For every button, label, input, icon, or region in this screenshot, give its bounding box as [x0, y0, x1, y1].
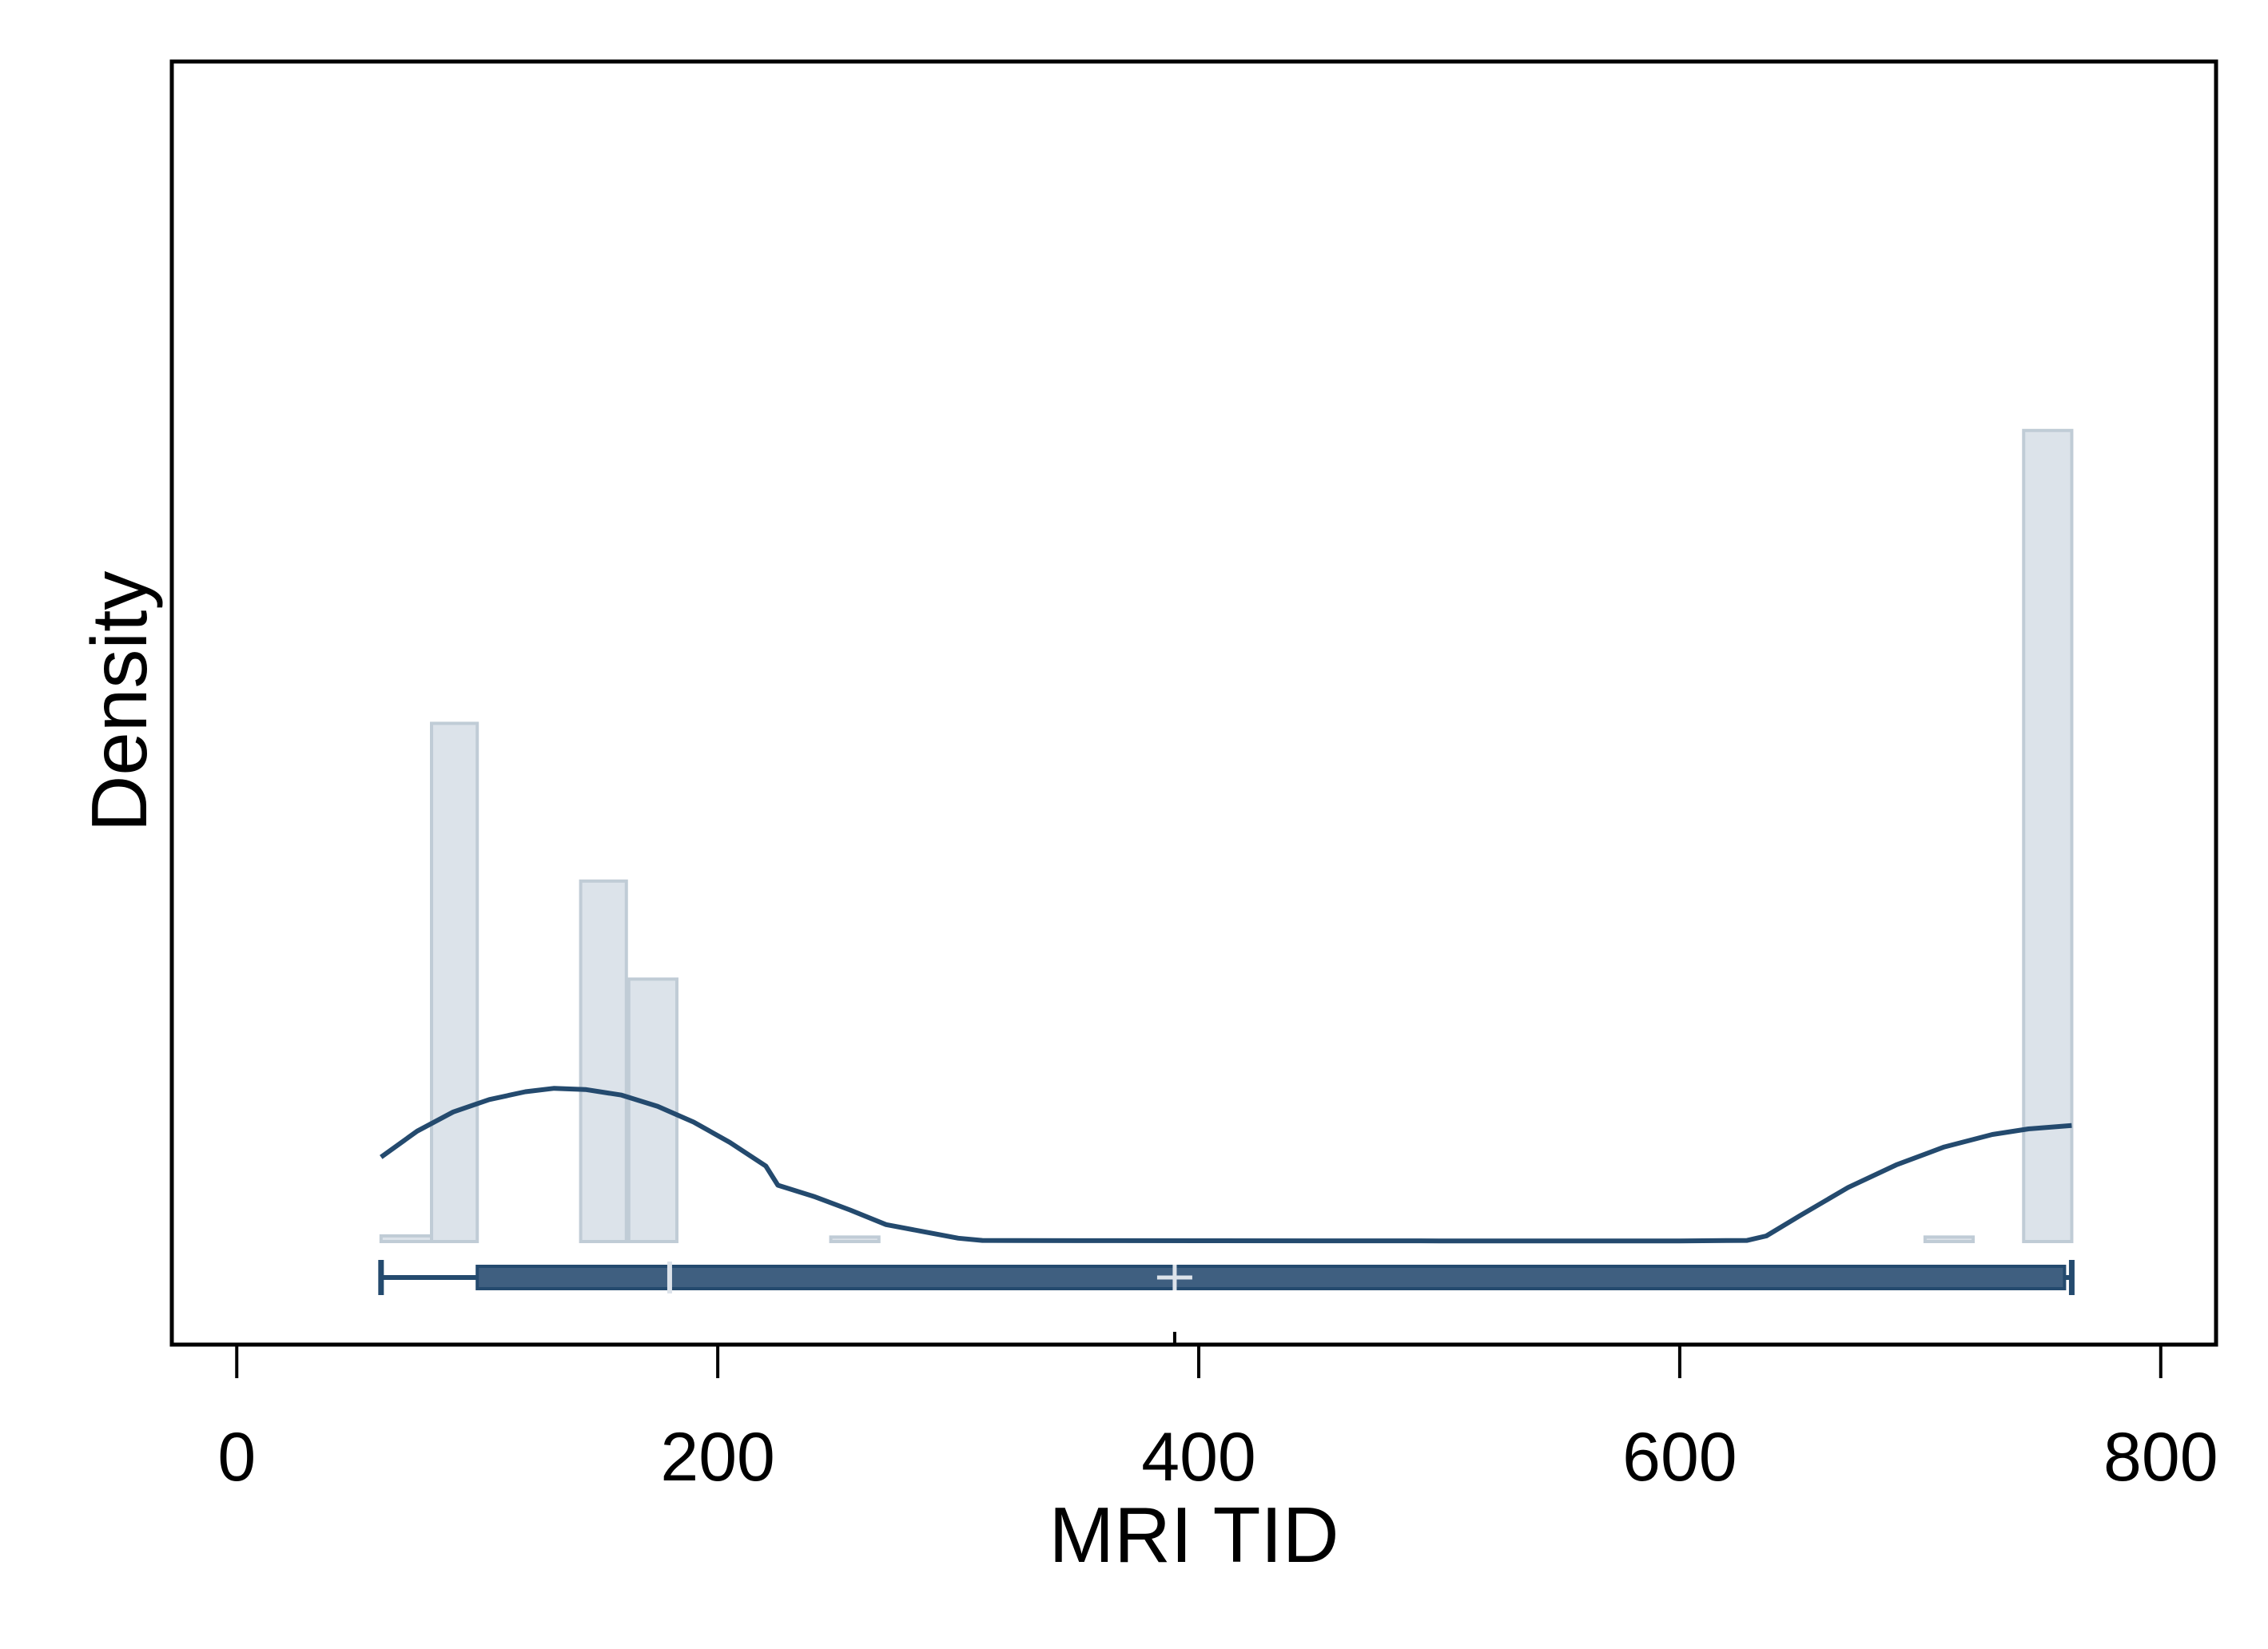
y-axis-title: Density	[75, 571, 163, 832]
x-tick-label-0: 0	[217, 1419, 256, 1496]
x-tick-label-1: 200	[660, 1419, 775, 1496]
x-axis: 0 200 400 600 800	[217, 1345, 2218, 1496]
x-tick-label-2: 400	[1141, 1419, 1256, 1496]
plot-frame	[169, 59, 2218, 1347]
x-tick-label-4: 800	[2103, 1419, 2218, 1496]
box-iqr	[475, 1265, 2067, 1290]
histogram-bar-1	[430, 721, 479, 1243]
x-axis-title: MRI TID	[1049, 1491, 1339, 1579]
histogram-bar-4	[829, 1235, 881, 1243]
density-curve-layer	[380, 1086, 2072, 1244]
histogram-bar-6	[2022, 428, 2074, 1243]
box-plot	[378, 1260, 2075, 1345]
histogram-bar-2	[579, 879, 628, 1244]
histogram-bar-5	[1923, 1235, 1976, 1243]
density-curve	[380, 1086, 2072, 1244]
histogram-bars	[379, 428, 2074, 1244]
histogram-bar-0	[379, 1234, 434, 1243]
x-tick-label-3: 600	[1622, 1419, 1737, 1496]
